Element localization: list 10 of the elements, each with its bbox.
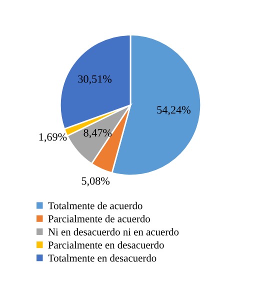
legend-label: Totalmente en desacuerdo: [48, 254, 156, 262]
legend-label: Parcialmente en desacuerdo: [48, 241, 164, 249]
data-label: 30,51%: [78, 75, 112, 84]
data-label: 1,69%: [39, 133, 67, 142]
legend-label: Totalmente de acuerdo: [48, 202, 142, 210]
data-label: 8,47%: [84, 129, 112, 138]
data-label: 5,08%: [82, 177, 110, 186]
data-label: 54,24%: [157, 106, 190, 116]
legend-label: Parcialmente de acuerdo: [48, 215, 150, 222]
legend-label: Ni en desacuerdo ni en acuerdo: [48, 228, 179, 236]
